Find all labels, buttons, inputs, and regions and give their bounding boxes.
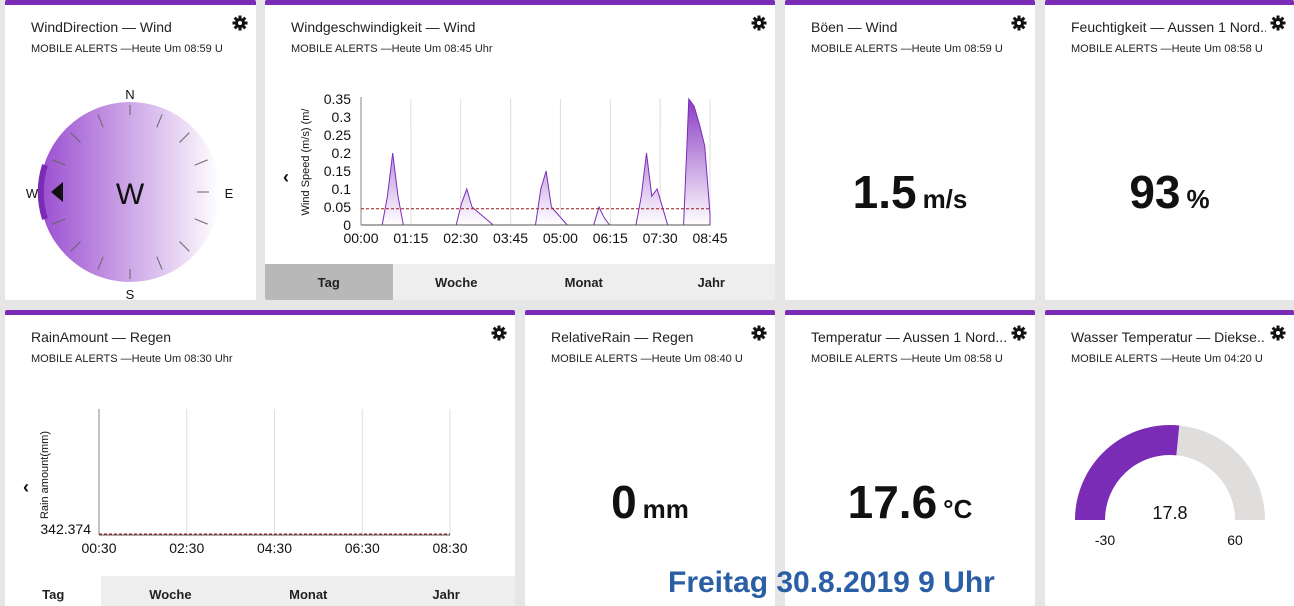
x-tick-label: 08:30	[432, 540, 467, 556]
card-subtitle: MOBILE ALERTS —Heute Um 08:30 Uhr	[31, 353, 233, 365]
compass-tick	[52, 159, 66, 166]
tab-jahr[interactable]: Jahr	[697, 274, 725, 290]
card-title: Böen — Wind	[811, 19, 898, 35]
y-tick-label: 0.15	[324, 163, 351, 179]
gusts-card: Böen — Wind MOBILE ALERTS —Heute Um 08:5…	[785, 0, 1035, 300]
water-temperature-gauge: 17.8 -30 60	[1075, 425, 1265, 548]
x-tick-label: 08:45	[692, 230, 727, 246]
card-subtitle: MOBILE ALERTS —Heute Um 08:40 U	[551, 353, 743, 365]
card-subtitle: MOBILE ALERTS —Heute Um 08:45 Uhr	[291, 43, 493, 55]
card-subtitle: MOBILE ALERTS —Heute Um 08:58 U	[1071, 43, 1263, 55]
tab-monat[interactable]: Monat	[564, 274, 603, 290]
gauge-min: -30	[1095, 532, 1115, 548]
compass-tick	[194, 159, 208, 166]
wind-speed-series	[361, 97, 711, 226]
relative-rain-value: 0 mm	[611, 476, 689, 528]
compass-tick	[70, 132, 81, 143]
x-tick-label: 06:15	[593, 230, 628, 246]
x-tick-label: 05:00	[543, 230, 578, 246]
humidity-value: 93%	[1129, 166, 1210, 218]
y-tick-label: 0.25	[324, 127, 351, 143]
gear-icon[interactable]	[232, 15, 248, 31]
card-subtitle: MOBILE ALERTS —Heute Um 08:59 U	[811, 43, 1003, 55]
compass-tick	[97, 114, 104, 128]
card-subtitle: MOBILE ALERTS —Heute Um 08:58 U	[811, 353, 1003, 365]
card-title: Wasser Temperatur — Diekse...	[1071, 329, 1266, 345]
compass-s: S	[126, 287, 135, 300]
gear-icon[interactable]	[1270, 325, 1286, 341]
x-tick-label: 04:30	[257, 540, 292, 556]
gauge-value: 17.8	[1152, 503, 1187, 523]
gusts-value: 1.5 m/s	[852, 166, 968, 218]
x-tick-label: 02:30	[443, 230, 478, 246]
y-tick-label: 0.1	[332, 181, 352, 197]
gear-icon[interactable]	[1011, 15, 1027, 31]
y-tick-label: 342.374	[40, 521, 91, 537]
y-tick-label: 0.05	[324, 199, 351, 215]
temperature-card: Temperatur — Aussen 1 Nord... MOBILE ALE…	[785, 310, 1035, 606]
tab-jahr[interactable]: Jahr	[432, 586, 460, 602]
y-axis-label: Rain amount(mm)	[39, 431, 51, 519]
gear-icon[interactable]	[1011, 325, 1027, 341]
x-tick-label: 06:30	[345, 540, 380, 556]
card-title: RelativeRain — Regen	[551, 329, 694, 345]
y-tick-label: 0.35	[324, 91, 351, 107]
y-tick-label: 0.3	[332, 109, 352, 125]
card-title: Temperatur — Aussen 1 Nord...	[811, 329, 1006, 345]
compass-tick	[97, 256, 104, 270]
tab-tag[interactable]: Tag	[265, 264, 393, 300]
footer-date: Freitag 30.8.2019 9 Uhr	[668, 566, 995, 599]
gauge-fill	[1075, 425, 1180, 521]
card-title: Feuchtigkeit — Aussen 1 Nord...	[1071, 19, 1266, 35]
rain-amount-card: RainAmount — Regen MOBILE ALERTS —Heute …	[5, 310, 515, 606]
gauge-max: 60	[1227, 532, 1243, 548]
compass-e: E	[225, 186, 234, 201]
water-temperature-card: Wasser Temperatur — Diekse... MOBILE ALE…	[1045, 310, 1294, 606]
card-title: Windgeschwindigkeit — Wind	[291, 19, 476, 35]
gear-icon[interactable]	[491, 325, 507, 341]
x-tick-label: 00:00	[343, 230, 378, 246]
wind-speed-card: Windgeschwindigkeit — Wind MOBILE ALERTS…	[265, 0, 775, 300]
y-tick-label: 0.2	[332, 145, 352, 161]
x-tick-label: 03:45	[493, 230, 528, 246]
wind-direction-value: W	[116, 178, 145, 211]
compass-tick	[156, 114, 163, 128]
card-subtitle: MOBILE ALERTS —Heute Um 04:20 U	[1071, 353, 1263, 365]
x-tick-label: 00:30	[81, 540, 116, 556]
compass-tick	[179, 132, 190, 143]
gear-icon[interactable]	[1270, 15, 1286, 31]
compass-tick	[194, 218, 208, 225]
compass-tick	[52, 218, 66, 225]
wind-speed-tabs: Tag Woche Monat Jahr	[265, 264, 775, 300]
card-title: WindDirection — Wind	[31, 19, 172, 35]
humidity-card: Feuchtigkeit — Aussen 1 Nord... MOBILE A…	[1045, 0, 1294, 300]
compass-n: N	[125, 87, 134, 102]
tab-woche[interactable]: Woche	[149, 586, 192, 602]
wind-speed-chart: 00:00 01:15 02:30 03:45 05:00 06:15 07:30 08:45…	[300, 91, 728, 246]
rain-amount-chart: 00:30 02:30 04:30 06:30 08:30 342.374 Rain amo…	[39, 409, 468, 556]
card-title: RainAmount — Regen	[31, 329, 172, 345]
temperature-value: 17.6 °C	[847, 476, 973, 528]
chevron-left-icon[interactable]: ‹	[283, 167, 289, 187]
gear-icon[interactable]	[751, 325, 767, 341]
y-tick-label: 0	[343, 217, 351, 233]
tab-woche[interactable]: Woche	[435, 274, 478, 290]
x-tick-label: 07:30	[643, 230, 678, 246]
y-axis-label: Wind Speed (m/s) (m/	[300, 108, 312, 216]
x-tick-label: 02:30	[169, 540, 204, 556]
wind-direction-card: WindDirection — Wind MOBILE ALERTS —Heut…	[5, 0, 256, 300]
compass-tick	[70, 241, 81, 252]
relative-rain-card: RelativeRain — Regen MOBILE ALERTS —Heut…	[525, 310, 775, 606]
compass-tick	[179, 241, 190, 252]
wind-compass: N E S W W	[26, 87, 234, 300]
chevron-left-icon[interactable]: ‹	[23, 477, 29, 497]
rain-amount-tabs: Tag Woche Monat Jahr	[5, 576, 515, 606]
gear-icon[interactable]	[751, 15, 767, 31]
tab-monat[interactable]: Monat	[289, 586, 328, 602]
compass-w: W	[26, 186, 39, 201]
card-subtitle: MOBILE ALERTS —Heute Um 08:59 U	[31, 43, 223, 55]
x-tick-label: 01:15	[393, 230, 428, 246]
tab-tag[interactable]: Tag	[5, 576, 102, 606]
compass-tick	[156, 256, 163, 270]
